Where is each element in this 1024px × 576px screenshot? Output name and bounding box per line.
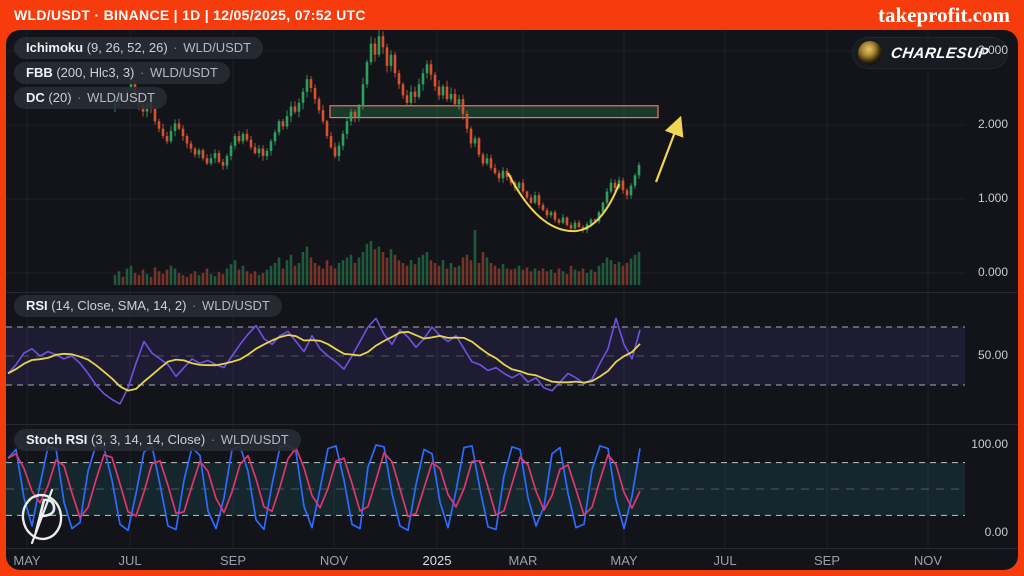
indicator-symbol: WLD/USDT <box>217 432 289 447</box>
indicator-params: (3, 3, 14, 14, Close) <box>91 432 209 447</box>
chart-title: WLD/USDT · BINANCE | 1D | 12/05/2025, 07… <box>14 7 366 23</box>
indicator-name: Ichimoku <box>26 40 84 55</box>
rsi-axis-label: 50.00 <box>977 348 1008 362</box>
time-axis-label: 2025 <box>422 553 452 568</box>
time-axis-label: NOV <box>319 553 349 568</box>
indicator-name: FBB <box>26 65 53 80</box>
indicator-pill-ichimoku[interactable]: Ichimoku (9, 26, 52, 26) · WLD/USDT <box>14 37 264 59</box>
stoch-axis-label: 0.00 <box>984 525 1008 539</box>
indicator-pill-fbb[interactable]: FBB (200, Hlc3, 3) · WLD/USDT <box>14 62 230 84</box>
indicator-symbol: WLD/USDT <box>179 40 252 55</box>
indicator-symbol: WLD/USDT <box>198 298 270 313</box>
indicator-name: Stoch RSI <box>26 432 88 447</box>
indicator-name: DC <box>26 90 45 105</box>
separator-dot: · <box>192 298 197 313</box>
time-axis-label: MAY <box>610 553 638 568</box>
price-axis-label: 0.000 <box>977 265 1008 279</box>
time-axis-label: SEP <box>813 553 841 568</box>
brand-logo[interactable]: takeprofit.com <box>878 2 1010 27</box>
separator-dot: · <box>210 432 216 447</box>
indicator-symbol: WLD/USDT <box>83 90 155 105</box>
watermark-username: CHARLESUP <box>889 44 991 62</box>
time-axis-label: MAY <box>13 553 41 568</box>
indicator-params: (200, Hlc3, 3) <box>56 65 138 80</box>
time-axis-label: JUL <box>713 553 737 568</box>
indicator-params: (9, 26, 52, 26) <box>86 40 172 55</box>
indicator-pill-dc[interactable]: DC (20) · WLD/USDT <box>14 87 167 109</box>
separator-dot: · <box>77 90 82 105</box>
indicator-pill-stoch-rsi[interactable]: Stoch RSI (3, 3, 14, 14, Close) · WLD/US… <box>14 429 301 451</box>
price-axis-label: 1.000 <box>977 191 1008 205</box>
price-axis-label: 3.000 <box>977 43 1008 57</box>
indicator-params: (20) <box>48 90 76 105</box>
time-axis-label: SEP <box>219 553 247 568</box>
indicator-symbol: WLD/USDT <box>146 65 218 80</box>
indicator-name: RSI <box>26 298 48 313</box>
separator-dot: · <box>173 40 178 55</box>
time-axis-label: JUL <box>118 553 142 568</box>
separator-dot: · <box>140 65 145 80</box>
indicator-params: (14, Close, SMA, 14, 2) <box>51 298 191 313</box>
price-axis-label: 2.000 <box>977 117 1008 131</box>
watermark-badge: CHARLESUP <box>852 37 1008 69</box>
indicator-pill-rsi[interactable]: RSI (14, Close, SMA, 14, 2) · WLD/USDT <box>14 295 282 317</box>
stoch-axis-label: 100.00 <box>971 437 1008 451</box>
header-bar: WLD/USDT · BINANCE | 1D | 12/05/2025, 07… <box>0 0 1024 30</box>
signature-logo-icon <box>21 488 63 545</box>
time-axis-label: MAR <box>508 553 538 568</box>
avatar <box>858 41 882 65</box>
time-axis-label: NOV <box>913 553 943 568</box>
